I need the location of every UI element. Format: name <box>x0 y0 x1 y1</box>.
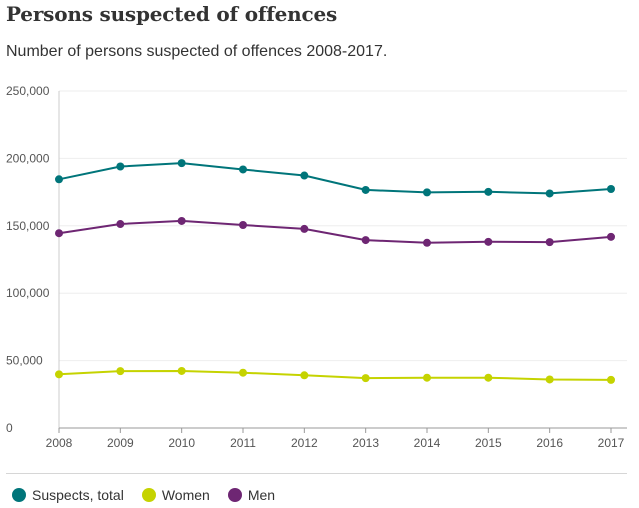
chart-subtitle: Number of persons suspected of offences … <box>6 43 388 60</box>
series-line-men <box>58 219 612 244</box>
x-tick-label: 2016 <box>536 436 563 450</box>
x-tick-label: 2009 <box>107 436 134 450</box>
series-line-women <box>58 370 612 381</box>
legend-divider <box>6 473 627 474</box>
data-point-women[interactable] <box>300 371 309 380</box>
data-point-women[interactable] <box>361 374 370 383</box>
x-tick-label: 2008 <box>46 436 73 450</box>
y-tick-label: 250,000 <box>6 84 50 98</box>
x-tick-label: 2015 <box>475 436 502 450</box>
legend-item-total[interactable]: Suspects, total <box>12 487 124 503</box>
data-point-total[interactable] <box>55 175 63 184</box>
data-point-total[interactable] <box>116 162 125 171</box>
data-point-total[interactable] <box>423 188 431 197</box>
legend-swatch-total <box>12 488 26 502</box>
data-point-men[interactable] <box>300 224 309 233</box>
data-point-total[interactable] <box>484 187 493 196</box>
data-point-women[interactable] <box>116 367 125 376</box>
legend-label-men: Men <box>247 487 276 503</box>
data-point-women[interactable] <box>607 375 615 384</box>
data-point-men[interactable] <box>55 229 63 238</box>
line-chart: 0 50,000 100,000 150,000 200,000 250,000 2008… <box>6 84 627 450</box>
gridlines <box>59 90 627 362</box>
x-tick-label: 2017 <box>598 436 625 450</box>
data-point-total[interactable] <box>607 184 615 193</box>
x-axis: 2008 2009 2010 2011 2012 2013 2014 2015 2016 2017 <box>46 427 627 450</box>
series-group <box>55 159 615 384</box>
data-point-total[interactable] <box>545 189 554 198</box>
data-point-women[interactable] <box>239 368 247 377</box>
x-tick-label: 2010 <box>168 436 195 450</box>
y-tick-label: 50,000 <box>6 354 43 368</box>
y-tick-label: 100,000 <box>6 286 50 300</box>
data-point-men[interactable] <box>484 237 493 246</box>
data-point-men[interactable] <box>177 216 186 225</box>
data-point-men[interactable] <box>607 232 615 241</box>
legend: Suspects, total Women Men <box>12 487 275 503</box>
data-point-men[interactable] <box>361 236 370 245</box>
x-tick-label: 2013 <box>352 436 379 450</box>
data-point-women[interactable] <box>177 366 186 375</box>
data-point-men[interactable] <box>545 238 554 247</box>
series-line-total <box>58 162 612 195</box>
data-point-women[interactable] <box>484 373 493 382</box>
x-tick-label: 2011 <box>230 436 256 450</box>
x-tick-label: 2014 <box>414 436 441 450</box>
chart-title: Persons suspected of offences <box>6 2 338 26</box>
y-tick-label: 0 <box>6 421 13 435</box>
y-tick-label: 150,000 <box>6 219 50 233</box>
legend-item-women[interactable]: Women <box>141 487 210 503</box>
y-axis: 0 50,000 100,000 150,000 200,000 250,000 <box>6 84 60 435</box>
data-point-total[interactable] <box>361 185 370 194</box>
y-tick-label: 200,000 <box>6 151 50 165</box>
data-point-men[interactable] <box>423 238 431 247</box>
data-point-men[interactable] <box>116 220 125 229</box>
data-point-women[interactable] <box>423 373 431 382</box>
legend-label-women: Women <box>161 487 210 503</box>
legend-item-men[interactable]: Men <box>227 487 276 503</box>
data-point-women[interactable] <box>55 370 63 379</box>
legend-swatch-men <box>227 488 242 502</box>
x-tick-label: 2012 <box>291 436 318 450</box>
data-point-men[interactable] <box>239 220 247 229</box>
data-point-total[interactable] <box>239 165 247 174</box>
data-point-total[interactable] <box>177 159 186 168</box>
data-point-women[interactable] <box>545 375 554 384</box>
data-point-total[interactable] <box>300 171 309 180</box>
legend-swatch-women <box>141 488 156 502</box>
legend-label-total: Suspects, total <box>32 487 124 503</box>
